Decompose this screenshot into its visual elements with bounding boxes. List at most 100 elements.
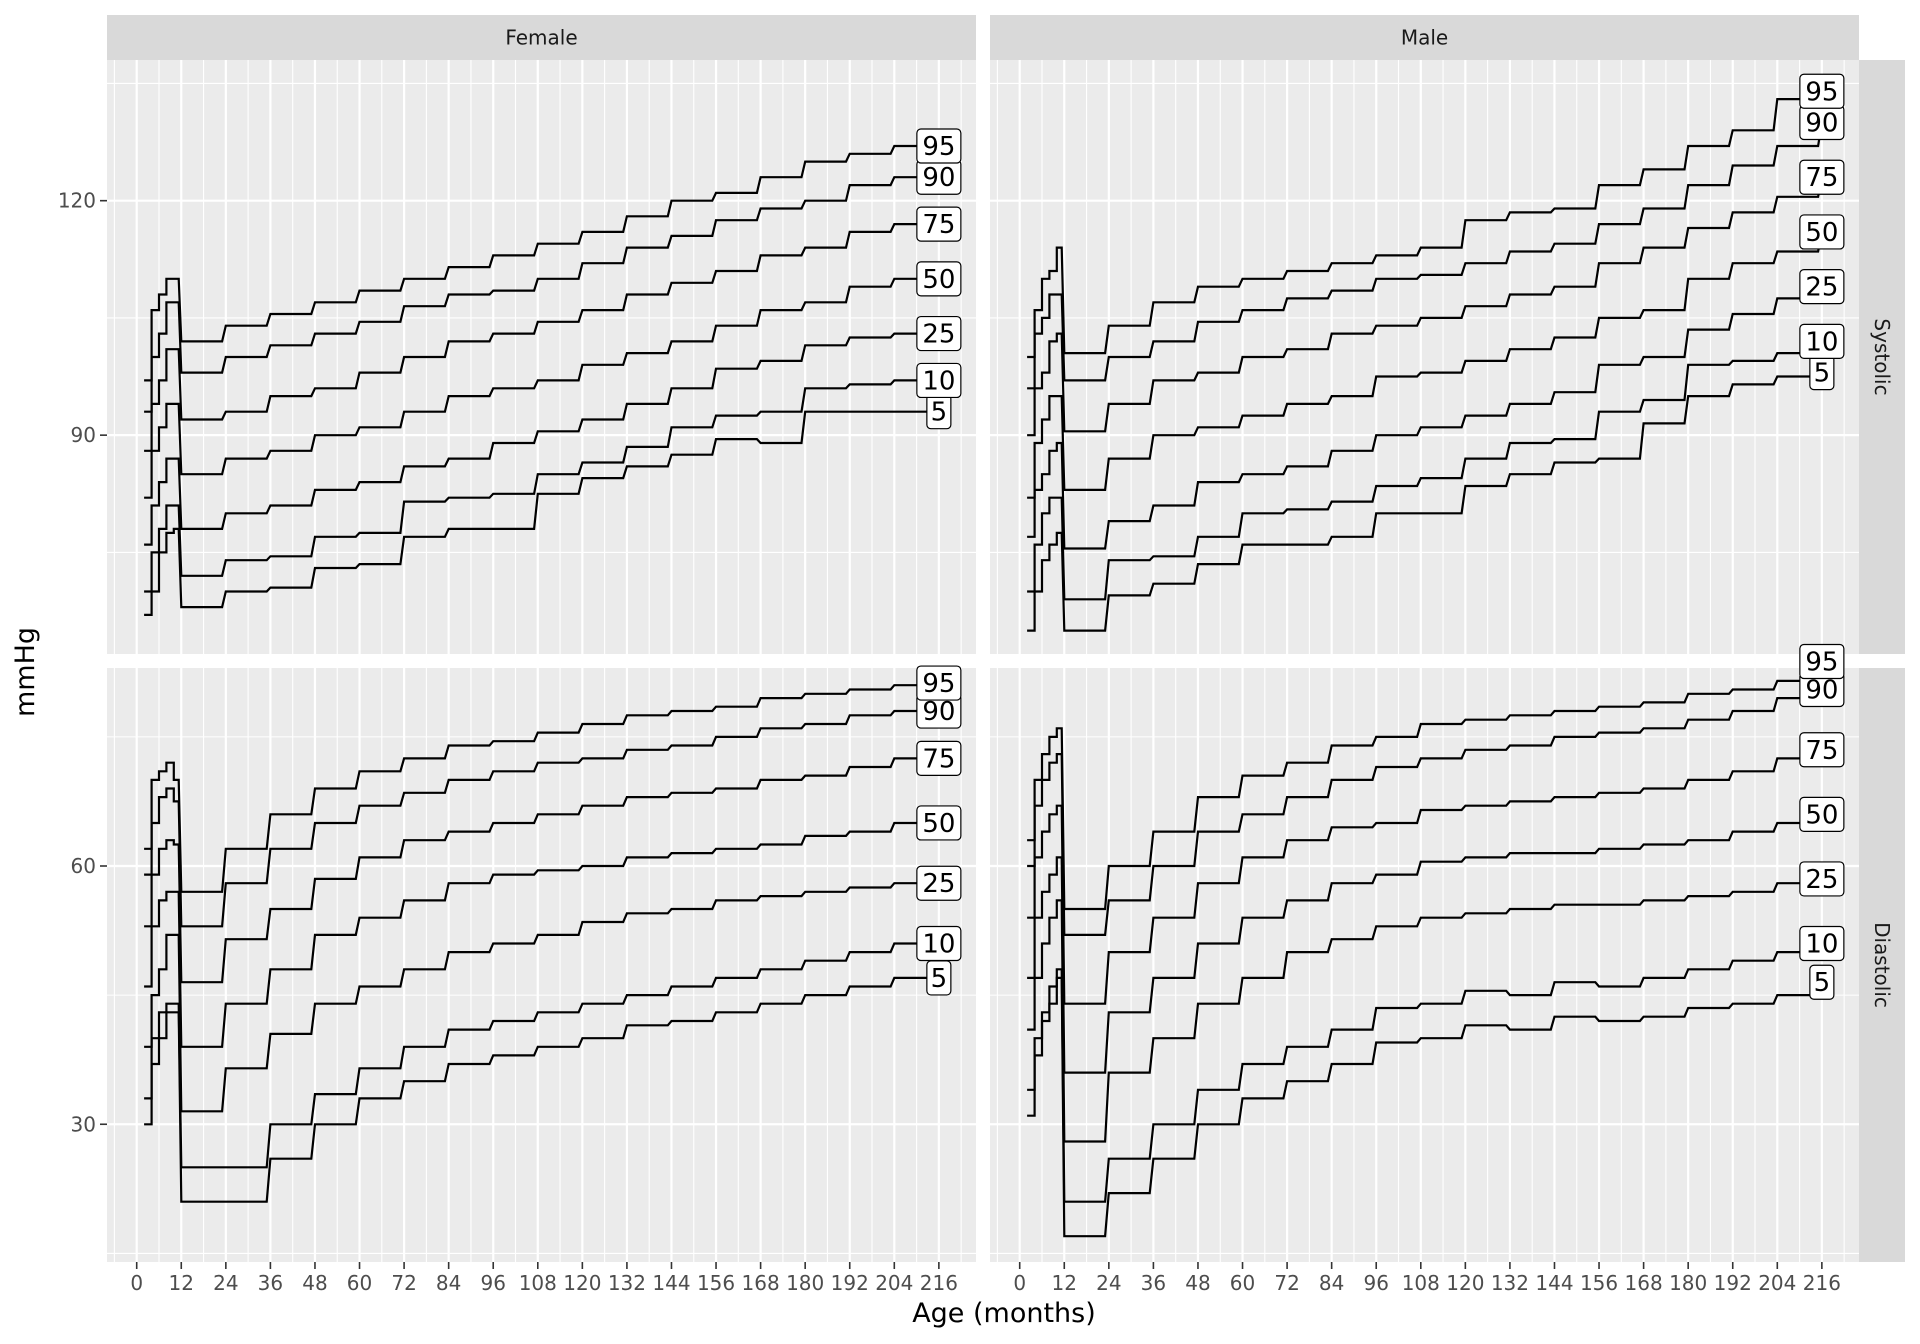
strip-background — [990, 15, 1859, 60]
percentile-label-5: 5 — [1809, 355, 1835, 391]
x-tick-label: 12 — [169, 1271, 194, 1295]
x-tick-label: 60 — [347, 1271, 372, 1295]
series-line-p95 — [1027, 667, 1823, 911]
x-tick-label: 156 — [697, 1271, 735, 1295]
x-tick-label: 84 — [436, 1271, 461, 1295]
label-text: 75 — [1805, 163, 1838, 193]
percentile-label-50: 50 — [916, 805, 962, 841]
series-line-p95 — [144, 684, 939, 893]
series-line-p25 — [1027, 286, 1823, 550]
strip-label: Female — [505, 26, 577, 50]
percentile-label-25: 25 — [916, 865, 962, 901]
label-text: 10 — [1805, 929, 1838, 959]
percentile-label-10: 10 — [916, 362, 962, 399]
percentile-label-50: 50 — [1799, 214, 1845, 250]
x-tick-label: 60 — [1230, 1271, 1255, 1295]
x-tick-label: 132 — [608, 1271, 646, 1295]
label-text: 25 — [1805, 273, 1838, 303]
x-tick-label: 0 — [1013, 1271, 1026, 1295]
strip-label: Male — [1401, 26, 1448, 50]
x-tick-label: 48 — [302, 1271, 327, 1295]
label-box — [916, 362, 962, 399]
label-box — [916, 128, 962, 164]
label-text: 75 — [922, 210, 955, 240]
x-tick-label: 84 — [1319, 1271, 1344, 1295]
panel-background — [107, 668, 976, 1262]
series-line-p5 — [144, 976, 939, 1203]
x-tick-label: 24 — [1096, 1271, 1121, 1295]
label-text: 95 — [922, 669, 955, 699]
label-box — [1799, 214, 1845, 250]
label-text: 10 — [922, 929, 955, 959]
percentile-label-10: 10 — [916, 925, 962, 962]
x-tick-label: 0 — [130, 1271, 143, 1295]
x-tick-label: 168 — [742, 1271, 780, 1295]
series-line-p10 — [144, 379, 939, 593]
x-tick-label: 204 — [875, 1271, 913, 1295]
label-text: 75 — [922, 744, 955, 774]
percentile-label-50: 50 — [916, 261, 962, 297]
percentile-label-25: 25 — [1799, 269, 1845, 305]
percentile-label-10: 10 — [1799, 323, 1845, 359]
label-box — [1799, 323, 1845, 359]
series-line-p50 — [1027, 231, 1823, 499]
label-text: 50 — [1805, 800, 1838, 830]
percentile-label-95: 95 — [916, 665, 962, 701]
x-tick-label: 108 — [519, 1271, 557, 1295]
label-text: 90 — [922, 163, 955, 193]
series-line-p50 — [1027, 813, 1823, 1074]
x-tick-label: 204 — [1758, 1271, 1796, 1295]
series-line-p50 — [144, 277, 939, 499]
percentile-label-95: 95 — [1799, 73, 1845, 109]
x-tick-label: 144 — [1535, 1271, 1573, 1295]
label-box — [1799, 796, 1845, 832]
label-text: 5 — [1814, 359, 1831, 389]
x-tick-label: 216 — [920, 1271, 958, 1295]
label-text: 25 — [1805, 865, 1838, 895]
x-tick-label: 36 — [1141, 1271, 1166, 1295]
label-text: 5 — [931, 398, 948, 428]
series-line-p75 — [144, 757, 939, 984]
panel-background — [990, 668, 1859, 1262]
series-line-p90 — [144, 709, 939, 928]
label-box — [1799, 732, 1845, 768]
label-text: 50 — [922, 809, 955, 839]
x-tick-label: 12 — [1052, 1271, 1077, 1295]
label-text: 90 — [922, 697, 955, 727]
series-line-p10 — [1027, 341, 1823, 601]
percentile-label-50: 50 — [1799, 796, 1845, 832]
y-tick-label: 60 — [71, 854, 96, 878]
series-line-p90 — [144, 176, 939, 413]
percentile-label-90: 90 — [916, 693, 962, 729]
x-tick-label: 36 — [258, 1271, 283, 1295]
series-line-p75 — [1027, 176, 1823, 437]
x-tick-label: 72 — [391, 1271, 416, 1295]
label-text: 95 — [1805, 77, 1838, 107]
label-text: 75 — [1805, 736, 1838, 766]
facet-strips: Female Male Systolic Diastolic — [107, 15, 1905, 1262]
x-tick-label: 132 — [1491, 1271, 1529, 1295]
label-box — [1799, 861, 1845, 897]
series-line-p25 — [144, 882, 939, 1113]
percentile-label-90: 90 — [916, 159, 962, 195]
series-line-p5 — [1027, 976, 1823, 1238]
label-box — [1799, 159, 1845, 195]
label-box — [916, 315, 962, 352]
x-tick-label: 168 — [1625, 1271, 1663, 1295]
series-line-p5 — [144, 410, 939, 616]
strip-female: Female — [107, 15, 976, 60]
series-line-p10 — [144, 942, 939, 1169]
x-tick-label: 216 — [1803, 1271, 1841, 1295]
label-text: 5 — [1814, 968, 1831, 998]
y-axis-title: mmHg — [10, 627, 41, 717]
percentile-label-5: 5 — [1809, 964, 1835, 1000]
strip-label: Diastolic — [1870, 922, 1894, 1008]
label-text: 50 — [1805, 218, 1838, 248]
strip-background — [1859, 60, 1905, 654]
x-tick-label: 72 — [1274, 1271, 1299, 1295]
label-box — [1799, 643, 1845, 680]
